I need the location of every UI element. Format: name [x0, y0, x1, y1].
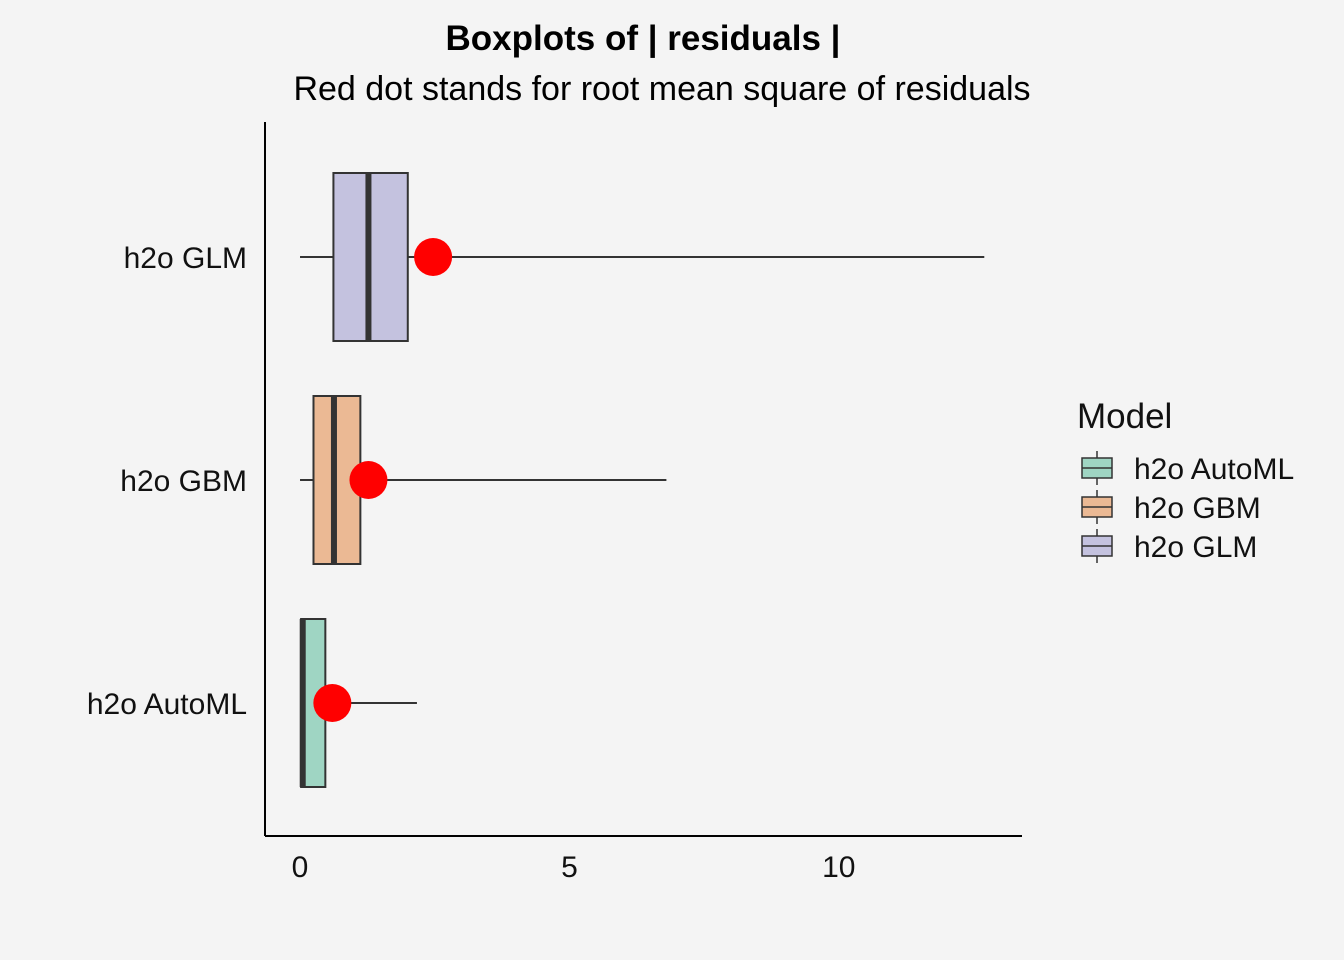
- rms-dot-h2o-gbm: [349, 461, 388, 499]
- rms-dot-h2o-automl: [313, 684, 352, 722]
- y-labels-group: h2o AutoML h2o GBM h2o GLM: [87, 242, 247, 721]
- x-tick-label-0: 0: [292, 851, 309, 884]
- x-ticks-group: 0 5 10: [292, 851, 856, 884]
- x-tick-label-10: 10: [822, 851, 855, 884]
- legend-title: Model: [1077, 397, 1172, 436]
- legend-label-h2o-glm: h2o GLM: [1134, 531, 1257, 564]
- boxes-group: [299, 172, 985, 788]
- rms-dot-h2o-glm: [414, 238, 453, 276]
- chart-subtitle: Red dot stands for root mean square of r…: [293, 70, 1030, 108]
- legend: Model h2o AutoML h2o GBM h2o GLM: [1077, 397, 1294, 564]
- y-tick-label-h2o-gbm: h2o GBM: [120, 465, 247, 498]
- chart-title: Boxplots of | residuals |: [446, 19, 841, 58]
- legend-label-h2o-automl: h2o AutoML: [1134, 453, 1294, 486]
- x-tick-label-5: 5: [561, 851, 578, 884]
- y-tick-label-h2o-glm: h2o GLM: [124, 242, 247, 275]
- legend-label-h2o-gbm: h2o GBM: [1134, 492, 1261, 525]
- y-tick-label-h2o-automl: h2o AutoML: [87, 688, 247, 721]
